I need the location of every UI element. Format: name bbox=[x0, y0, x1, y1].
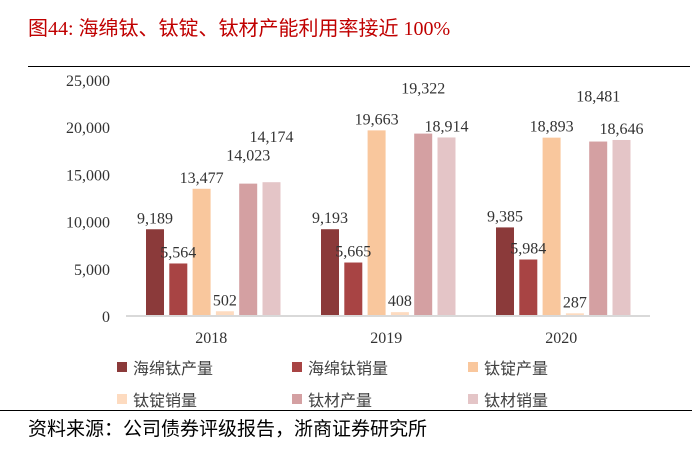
legend-item: 钛材销量 bbox=[468, 387, 548, 411]
bar bbox=[519, 259, 538, 316]
bar bbox=[192, 188, 211, 316]
y-tick-label: 5,000 bbox=[74, 262, 110, 279]
bar bbox=[344, 262, 363, 316]
bar bbox=[262, 182, 281, 316]
bar bbox=[146, 229, 164, 316]
data-label: 19,663 bbox=[355, 111, 399, 128]
legend-item: 海绵钛销量 bbox=[292, 355, 388, 379]
y-tick-label: 15,000 bbox=[66, 167, 110, 184]
data-label: 9,193 bbox=[312, 210, 348, 227]
data-label: 9,385 bbox=[487, 208, 523, 225]
y-tick-label: 10,000 bbox=[66, 215, 110, 232]
legend-swatch bbox=[117, 362, 127, 372]
bar-chart: 0 5,000 10,000 15,000 20,000 25,000 9,189 5,564… bbox=[66, 73, 650, 347]
title-divider bbox=[28, 66, 690, 67]
legend-label: 钛锭产量 bbox=[484, 361, 549, 378]
bar bbox=[169, 263, 188, 316]
legend-label: 海绵钛产量 bbox=[133, 361, 214, 378]
x-tick-label: 2018 bbox=[195, 330, 227, 347]
bar bbox=[215, 311, 234, 316]
data-label: 18,893 bbox=[530, 119, 574, 136]
figure-title: 图44: 海绵钛、钛锭、钛材产能利用率接近 100% bbox=[28, 18, 451, 40]
legend-swatch bbox=[117, 394, 127, 404]
x-tick-label: 2020 bbox=[545, 330, 577, 347]
legend-label: 钛材产量 bbox=[308, 393, 373, 410]
bar bbox=[437, 137, 456, 316]
bar bbox=[390, 312, 409, 316]
source-note: 资料来源：公司债券评级报告，浙商证券研究所 bbox=[28, 419, 428, 440]
data-label: 502 bbox=[213, 292, 237, 309]
y-tick-label: 25,000 bbox=[66, 73, 110, 90]
bar bbox=[321, 229, 339, 316]
data-label: 13,477 bbox=[180, 170, 224, 187]
data-label: 408 bbox=[388, 293, 412, 310]
data-label: 14,023 bbox=[226, 148, 270, 165]
legend-label: 钛材销量 bbox=[484, 393, 549, 410]
data-label: 18,481 bbox=[576, 89, 620, 106]
y-tick-label: 20,000 bbox=[66, 120, 110, 137]
legend-swatch bbox=[292, 394, 302, 404]
bar bbox=[496, 227, 514, 316]
data-label: 5,665 bbox=[335, 244, 371, 261]
legend-item: 钛锭产量 bbox=[468, 355, 548, 379]
legend-item: 钛材产量 bbox=[292, 387, 372, 411]
data-label: 9,189 bbox=[137, 210, 173, 227]
x-tick-label: 2019 bbox=[370, 330, 402, 347]
legend-label: 钛锭销量 bbox=[133, 393, 198, 410]
data-label: 18,646 bbox=[600, 121, 644, 138]
bar bbox=[239, 183, 258, 316]
legend-swatch bbox=[292, 362, 302, 372]
bar bbox=[367, 130, 386, 316]
data-label: 287 bbox=[563, 294, 587, 311]
bar bbox=[542, 137, 561, 316]
legend-item: 钛锭销量 bbox=[117, 387, 197, 411]
legend-item: 海绵钛产量 bbox=[117, 355, 213, 379]
y-tick-label: 0 bbox=[102, 309, 110, 326]
bar bbox=[565, 313, 584, 316]
legend-swatch bbox=[468, 394, 478, 404]
data-label: 18,914 bbox=[425, 118, 469, 135]
legend-label: 海绵钛销量 bbox=[308, 361, 389, 378]
legend-swatch bbox=[468, 362, 478, 372]
bar bbox=[589, 141, 608, 316]
footer-divider bbox=[0, 410, 692, 411]
bar bbox=[414, 133, 433, 316]
data-label: 5,564 bbox=[160, 244, 196, 261]
data-label: 14,174 bbox=[250, 129, 294, 146]
data-label: 19,322 bbox=[401, 81, 445, 98]
bar bbox=[612, 139, 631, 316]
data-label: 5,984 bbox=[510, 241, 546, 258]
